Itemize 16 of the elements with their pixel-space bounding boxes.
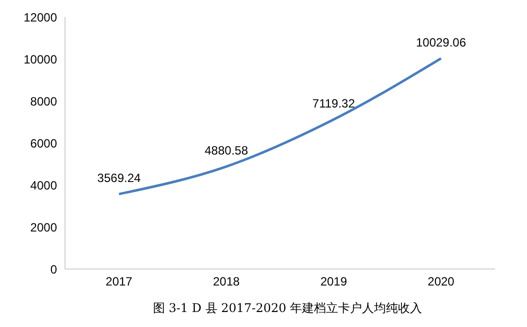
x-tick-label: 2017 (106, 274, 133, 289)
y-tick-label: 12000 (24, 10, 58, 24)
x-tick-label: 2019 (320, 274, 348, 289)
y-tick-label: 10000 (24, 52, 58, 66)
data-label: 7119.32 (312, 96, 356, 110)
y-tick-label: 6000 (30, 136, 58, 150)
y-tick-label: 0 (50, 262, 58, 276)
data-label: 3569.24 (97, 171, 142, 186)
text: 图 3-1 D 县 2017-2020 年建档立卡户人均纯收入 (152, 300, 424, 317)
y-tick-label: 8000 (30, 94, 58, 108)
x-tick-label: 2020 (428, 274, 455, 289)
data-label: 10029.06 (416, 35, 466, 50)
y-tick-label: 2000 (30, 220, 58, 234)
x-tick-label: 2018 (212, 274, 240, 289)
y-tick-label: 4000 (30, 178, 58, 192)
data-label: 4880.58 (204, 144, 248, 158)
